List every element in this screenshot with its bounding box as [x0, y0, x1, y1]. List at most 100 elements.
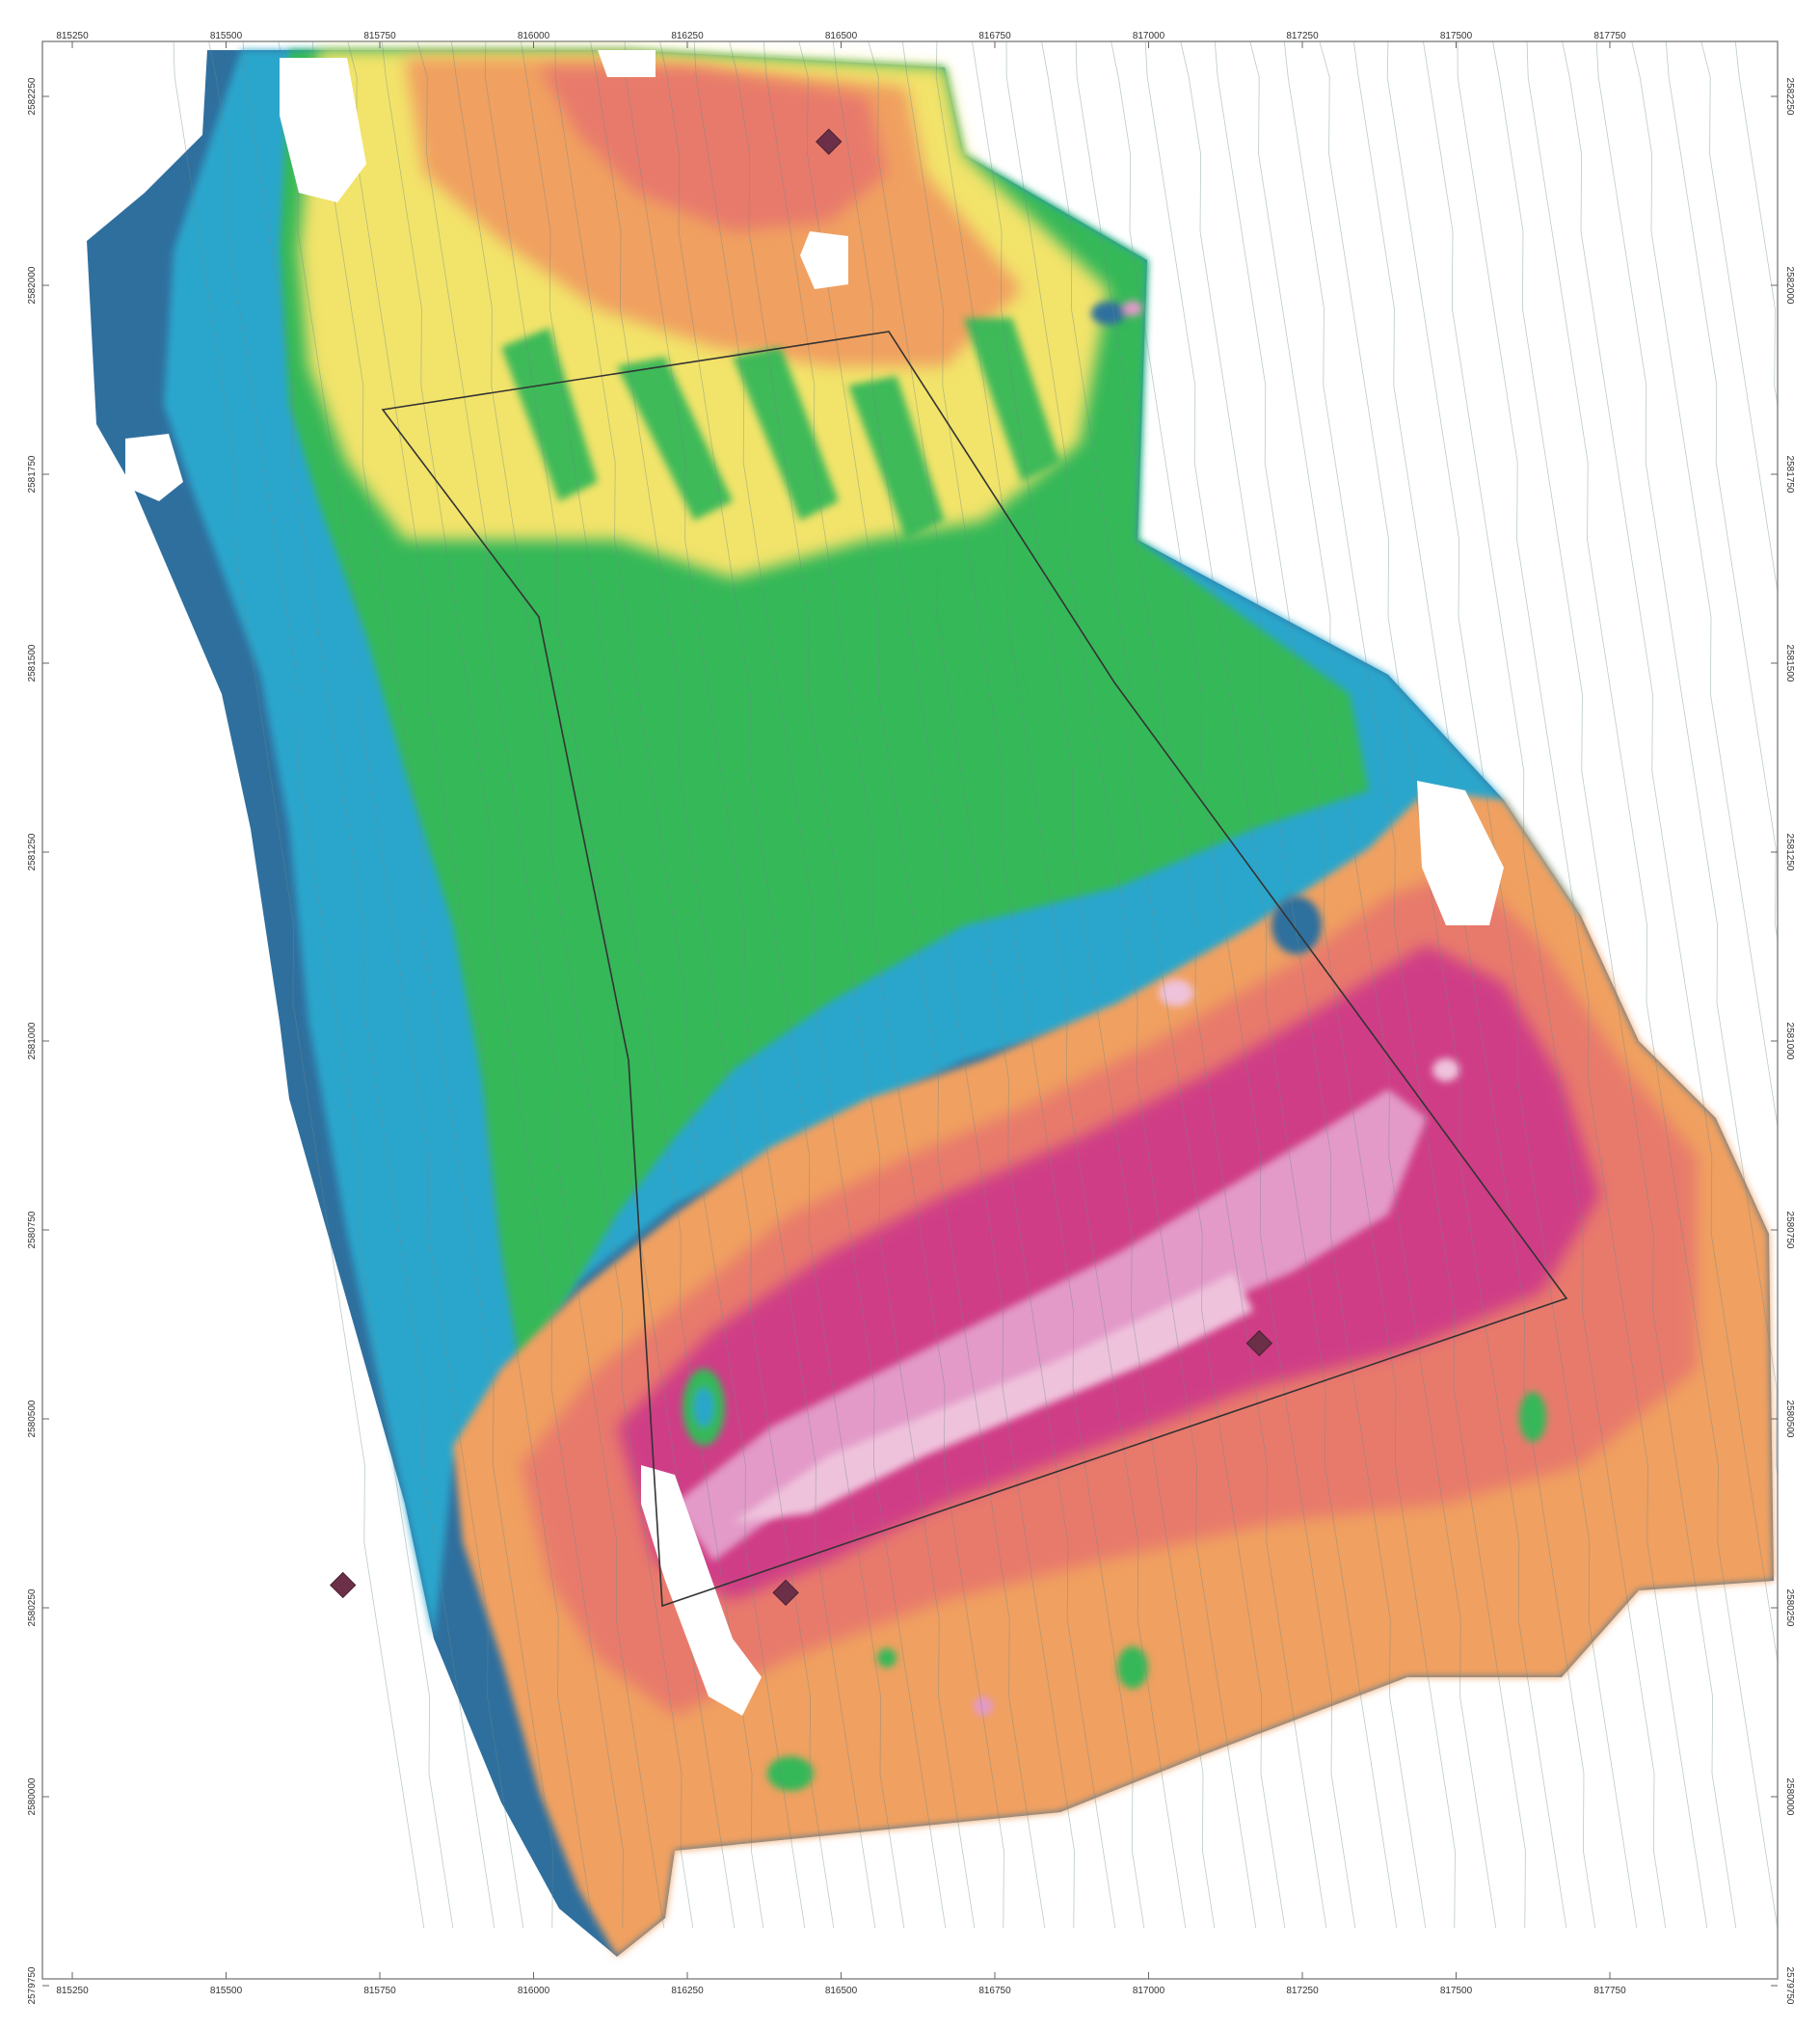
- survey-traverse-line: [1111, 41, 1356, 1929]
- y-tick-label-right: 2581750: [1784, 456, 1795, 494]
- survey-traverse-line: [624, 41, 876, 1929]
- survey-traverse-line: [1249, 41, 1497, 1929]
- survey-traverse-line: [1734, 41, 1778, 409]
- survey-traverse-line: [1319, 41, 1567, 1929]
- y-tick-label-left: 2582000: [27, 266, 38, 304]
- x-tick-label-top: 817750: [1593, 31, 1626, 41]
- survey-traverse-line: [242, 41, 495, 1929]
- survey-traverse-line: [521, 41, 764, 1929]
- survey-traverse-line: [173, 41, 425, 1929]
- survey-traverse-line: [1562, 41, 1778, 1665]
- marker-layer: [330, 128, 1273, 1607]
- x-tick-label-bottom: 815250: [56, 1986, 89, 1996]
- survey-traverse-line: [972, 41, 1216, 1929]
- survey-traverse-line: [450, 41, 694, 1929]
- y-tick-label-right: 2579750: [1784, 1967, 1795, 2005]
- x-tick-label-top: 815250: [56, 31, 89, 41]
- x-tick-label-bottom: 816750: [978, 1986, 1011, 1996]
- marker-south-diamond: [772, 1579, 799, 1607]
- x-tick-label-bottom: 815500: [210, 1986, 243, 1996]
- site-boundary-polygon: [381, 331, 1568, 1608]
- survey-traverse-line: [208, 41, 454, 1929]
- survey-traverse-line: [590, 41, 835, 1929]
- survey-traverse-line: [1492, 41, 1737, 1929]
- survey-traverse-line: [381, 41, 624, 1929]
- marker-north-diamond: [816, 128, 843, 155]
- survey-traverse-line: [1631, 41, 1778, 1130]
- survey-traverse-line: [1005, 41, 1257, 1929]
- x-tick-label-top: 815750: [363, 31, 396, 41]
- y-tick-label-right: 2581000: [1784, 1023, 1795, 1060]
- survey-traverse-line: [311, 41, 553, 1929]
- y-axis-right: 2582250 2582000 2581750 2581500 2581250 25810…: [1771, 78, 1795, 2005]
- survey-traverse-line: [1041, 41, 1286, 1929]
- marker-east-diamond: [1245, 1329, 1273, 1357]
- x-tick-label-bottom: 816000: [518, 1986, 550, 1996]
- y-tick-label-right: 2580500: [1784, 1401, 1795, 1438]
- x-tick-label-bottom: 817500: [1440, 1986, 1473, 1996]
- survey-traverse-line: [1595, 41, 1778, 1478]
- y-tick-label-left: 2580500: [27, 1400, 38, 1437]
- survey-traverse-line: [1352, 41, 1596, 1929]
- y-tick-label-left: 2580000: [27, 1777, 38, 1815]
- magnetic-survey-layer: [87, 41, 1778, 1957]
- x-tick-label-bottom: 817750: [1593, 1986, 1626, 1996]
- survey-traverse-line: [278, 41, 524, 1929]
- x-tick-label-top: 817250: [1286, 31, 1319, 41]
- y-tick-label-left: 2582250: [27, 77, 38, 115]
- survey-traverse-line: [901, 41, 1145, 1929]
- y-tick-label-left: 2580250: [27, 1588, 38, 1626]
- survey-traverse-line: [416, 41, 665, 1929]
- survey-traverse-line: [832, 41, 1075, 1929]
- survey-traverse-line: [1075, 41, 1327, 1929]
- x-tick-label-top: 817500: [1440, 31, 1473, 41]
- survey-traverse-line: [693, 41, 947, 1929]
- survey-traverse-line: [659, 41, 905, 1929]
- x-tick-label-bottom: 817250: [1286, 1986, 1319, 1996]
- y-tick-label-left: 2581500: [27, 644, 38, 681]
- x-axis-top: 815250 815500 815750 816000 816250 816500 8167…: [56, 31, 1626, 48]
- survey-traverse-line: [798, 41, 1046, 1929]
- x-tick-label-top: 816000: [518, 31, 550, 41]
- y-tick-label-left: 2581250: [27, 833, 38, 870]
- survey-traverse-line: [868, 41, 1116, 1929]
- x-tick-label-top: 816750: [978, 31, 1011, 41]
- y-tick-label-left: 2580750: [27, 1211, 38, 1248]
- y-tick-label-left: 2581750: [27, 455, 38, 493]
- marker-west-diamond: [330, 1571, 357, 1599]
- survey-traverse-line: [1526, 41, 1778, 1929]
- survey-traverse-line: [1700, 41, 1778, 595]
- x-tick-label-bottom: 816500: [825, 1986, 858, 1996]
- survey-traverse-line: [1214, 41, 1456, 1929]
- x-tick-label-top: 817000: [1133, 31, 1165, 41]
- y-tick-label-left: 2579750: [27, 1966, 38, 2004]
- survey-traverse-line: [1386, 41, 1638, 1929]
- survey-traverse-line: [729, 41, 976, 1929]
- x-tick-label-bottom: 816250: [671, 1986, 704, 1996]
- y-tick-label-right: 2580750: [1784, 1212, 1795, 1249]
- x-tick-label-top: 816250: [671, 31, 704, 41]
- y-tick-label-right: 2582250: [1784, 78, 1795, 116]
- y-tick-label-right: 2581250: [1784, 834, 1795, 871]
- y-tick-label-right: 2582000: [1784, 267, 1795, 305]
- survey-traverse-line: [763, 41, 1004, 1929]
- survey-traverse-line: [1423, 41, 1667, 1929]
- y-tick-label-right: 2581500: [1784, 645, 1795, 682]
- x-axis-bottom: 815250 815500 815750 816000 816250 816500 8167…: [56, 1972, 1626, 1996]
- survey-traverse-line: [347, 41, 595, 1929]
- y-tick-label-right: 2580250: [1784, 1589, 1795, 1627]
- x-tick-label-top: 816500: [825, 31, 858, 41]
- survey-traverse-line: [1180, 41, 1427, 1929]
- y-tick-label-left: 2581000: [27, 1022, 38, 1059]
- y-axis-left: 2582250 2582000 2581750 2581500 2581250 25810…: [27, 77, 49, 2004]
- x-tick-label-top: 815500: [210, 31, 243, 41]
- survey-traverse-line: [1665, 41, 1778, 944]
- y-tick-label-right: 2580000: [1784, 1778, 1795, 1816]
- survey-traverse-line: [554, 41, 806, 1929]
- survey-traverse-line: [1283, 41, 1526, 1929]
- survey-traverse-line: [1144, 41, 1398, 1929]
- survey-traverse-line: [935, 41, 1187, 1929]
- survey-traverse-line: [1457, 41, 1708, 1929]
